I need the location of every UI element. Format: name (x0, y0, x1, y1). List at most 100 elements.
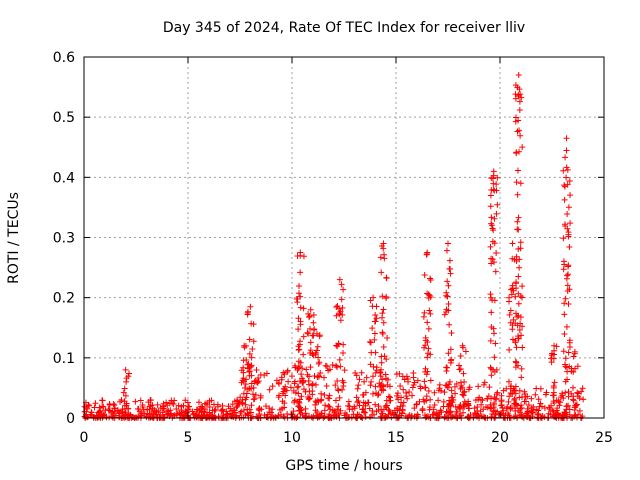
spike-point (560, 235, 567, 242)
spike-point (519, 283, 526, 290)
spike-point (513, 253, 520, 260)
spike-peak-point (445, 240, 451, 247)
data-point (206, 403, 213, 410)
spike-point (311, 373, 318, 380)
data-point (383, 413, 390, 420)
data-point (355, 382, 362, 389)
spike-point (313, 347, 320, 354)
data-point (382, 402, 389, 409)
data-point (132, 398, 139, 405)
data-point (479, 397, 486, 404)
data-point (194, 406, 201, 413)
spike-point (340, 350, 347, 357)
spike-point (295, 358, 302, 365)
data-point (533, 406, 540, 413)
data-point (356, 402, 363, 409)
data-point (261, 372, 268, 379)
spike-point (246, 385, 253, 392)
spike-point (307, 364, 314, 371)
data-point (266, 405, 273, 412)
x-tick-label: 10 (283, 430, 301, 446)
spike-point (294, 366, 301, 373)
spike-point (383, 375, 390, 382)
spike-point (515, 312, 522, 319)
spike-point (369, 407, 376, 414)
spike-point (553, 343, 560, 350)
data-point (359, 406, 366, 413)
data-point (275, 412, 282, 419)
spike-point (512, 390, 519, 397)
data-point (394, 390, 401, 397)
spike-point (571, 406, 578, 413)
x-tick-label: 25 (595, 430, 613, 446)
spike-point (426, 307, 433, 314)
spike-point (448, 329, 455, 336)
spike-point (490, 404, 497, 411)
spike-point (297, 269, 304, 276)
data-point (410, 370, 417, 377)
data-point (360, 391, 367, 398)
data-point (453, 380, 460, 387)
spike-point (427, 275, 434, 282)
data-point (99, 413, 106, 420)
spike-point (447, 346, 454, 353)
spike-point (314, 343, 321, 350)
spike-point (506, 294, 513, 301)
spike-point (508, 291, 515, 298)
spike-point (515, 246, 522, 253)
data-point (291, 378, 298, 385)
spike-point (294, 252, 301, 259)
spike-point (367, 361, 374, 368)
spike-point (298, 371, 305, 378)
spike-point (456, 366, 463, 373)
data-point (252, 391, 259, 398)
data-point (92, 400, 99, 407)
data-point (406, 388, 413, 395)
data-point (281, 404, 288, 411)
spike-point (513, 344, 520, 351)
spike-point (510, 287, 517, 294)
spike-point (489, 225, 496, 232)
data-point (278, 374, 285, 381)
data-point (290, 408, 297, 415)
spike-point (518, 332, 525, 339)
spike-point (514, 167, 521, 174)
data-point (399, 409, 406, 416)
y-tick-label: 0.4 (53, 170, 75, 186)
data-point (409, 384, 416, 391)
spike-point (460, 370, 467, 377)
data-point (335, 403, 342, 410)
spike-point (384, 335, 391, 342)
data-point (399, 402, 406, 409)
spike-peak-point (515, 72, 522, 79)
data-point (248, 409, 255, 416)
spike-point (369, 325, 376, 332)
data-point (354, 385, 361, 392)
spike-point (420, 313, 427, 320)
data-point (139, 402, 146, 409)
spike-point (567, 192, 574, 199)
data-point (550, 392, 557, 399)
data-point (475, 383, 482, 390)
data-point (326, 403, 333, 410)
spike-point (377, 369, 384, 375)
data-point (394, 407, 401, 414)
spike-point (564, 166, 571, 173)
spike-point (551, 379, 558, 386)
spike-point (514, 128, 521, 135)
data-point (414, 377, 421, 384)
spike-point (312, 351, 319, 358)
spike-point (515, 300, 522, 307)
spike-point (295, 383, 302, 390)
data-point (465, 386, 472, 393)
spike-point (248, 402, 255, 409)
spike-point (554, 405, 561, 412)
data-point (453, 408, 460, 415)
data-point (405, 378, 412, 385)
spike-point (334, 406, 341, 413)
data-point (437, 387, 444, 394)
data-point (129, 414, 136, 421)
spike-point (293, 296, 300, 303)
data-point (318, 390, 325, 397)
data-point (101, 411, 108, 418)
